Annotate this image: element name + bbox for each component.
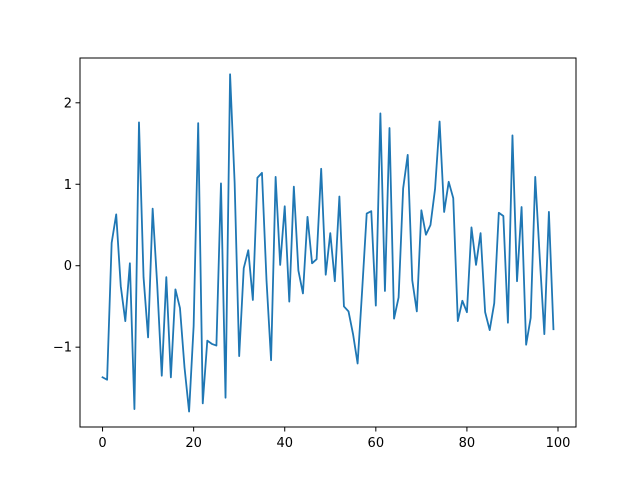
x-tick-label: 80 [459, 436, 476, 451]
x-tick-label: 100 [546, 436, 571, 451]
y-tick-label: 1 [64, 178, 72, 193]
y-axis: −1 0 1 2 [53, 96, 80, 356]
y-tick-label: −1 [53, 341, 72, 356]
y-tick-label: 0 [64, 259, 72, 274]
plot-area [101, 73, 555, 413]
x-tick-label: 20 [185, 436, 202, 451]
x-tick-label: 0 [98, 436, 106, 451]
x-axis: 0 20 40 60 80 100 [98, 427, 570, 451]
series-line-0 [101, 73, 555, 413]
y-tick-label: 2 [64, 96, 72, 111]
axes-frame [79, 57, 577, 428]
x-tick-label: 60 [368, 436, 385, 451]
x-tick-label: 40 [276, 436, 293, 451]
